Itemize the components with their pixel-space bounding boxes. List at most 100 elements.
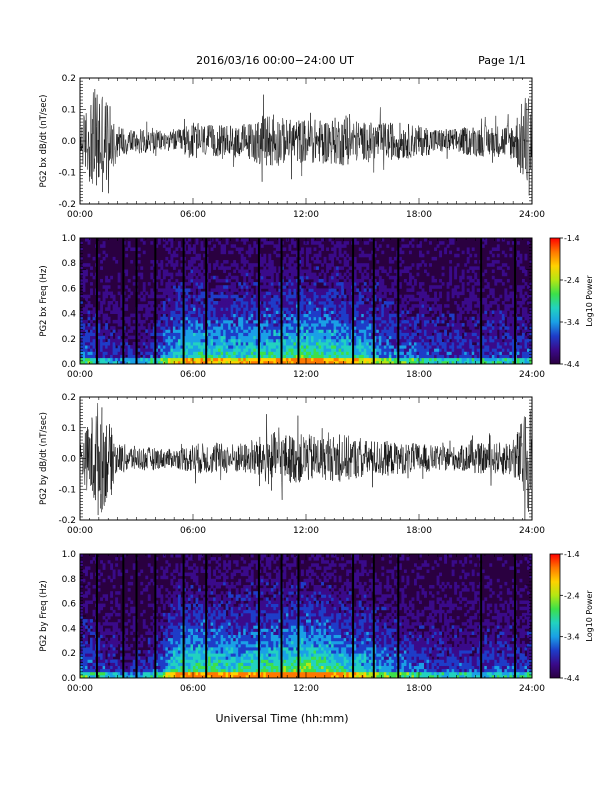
spectrogram-cell [107,357,111,362]
spectrogram-cell [288,351,292,355]
spectrogram-cell [193,351,196,355]
spectrogram-cell [336,323,340,327]
spectrogram-cell [466,335,470,340]
spectrogram-cell [408,360,412,365]
spectrogram-cell [499,360,503,365]
y-tick-label: 0.1 [62,106,76,116]
spectrogram-cell [356,323,360,327]
spectrogram-cell [371,354,375,359]
spectrogram-cell [155,348,159,352]
spectrogram-cell [85,332,88,337]
spectrogram-cell [107,348,111,352]
spectrogram-cell [175,354,179,359]
spectrogram-cell [290,304,294,308]
spectrogram-cell [268,263,272,267]
spectrogram-cell [386,316,390,321]
spectrogram-cell [175,316,179,321]
spectrogram-cell [213,288,216,292]
spectrogram-cell [358,278,362,283]
spectrogram-cell [273,357,277,362]
spectrogram-cell [313,316,317,321]
spectrogram-cell [308,338,312,343]
spectrogram-cell [253,294,257,299]
spectrogram-cell [155,244,159,248]
spectrogram-cell [308,316,312,321]
spectrogram-cell [474,332,478,337]
spectrogram-cell [152,345,156,349]
spectrogram-cell [193,278,196,283]
spectrogram-cell [318,288,322,292]
spectrogram-cell [449,272,453,277]
spectrogram-cell [215,313,219,318]
spectrogram-cell [311,282,314,286]
spectrogram-cell [411,323,415,327]
spectrogram-cell [358,329,362,333]
spectrogram-cell [190,354,194,359]
spectrogram-cell [223,319,227,324]
spectrogram-cell [449,278,453,283]
spectrogram-cell [323,282,327,286]
spectrogram-cell [160,307,164,311]
spectrogram-cell [466,247,470,251]
spectrogram-cell [165,332,169,337]
spectrogram-cell [270,338,274,343]
spectrogram-cell [285,354,289,359]
spectrogram-cell [361,272,365,277]
spectrogram-cell [413,354,417,359]
spectrogram-cell [150,313,154,318]
spectrogram-cell [97,357,101,362]
spectrogram-cell [130,351,134,355]
spectrogram-cell [162,326,166,330]
spectrogram-cell [501,341,505,346]
spectrogram-cell [321,335,324,340]
spectrogram-cell [145,291,149,296]
spectrogram-cell [391,288,395,292]
spectrogram-cell [456,354,460,359]
spectrogram-cell [193,250,196,255]
spectrogram-cell [268,285,272,289]
spectrogram-cell [501,269,505,274]
spectrogram-cell [223,316,227,321]
spectrogram-cell [476,282,480,286]
spectrogram-cell [112,360,116,365]
spectrogram-cell [321,323,324,327]
spectrogram-cell [336,326,340,330]
spectrogram-cell [529,360,533,365]
spectrogram-cell [233,326,237,330]
spectrogram-cell [198,332,201,337]
spectrogram-cell [208,335,211,340]
spectrogram-cell [278,341,282,346]
spectrogram-cell [311,319,314,324]
spectrogram-cell [326,307,329,311]
spectrogram-cell [117,323,121,327]
spectrogram-cell [459,351,463,355]
spectrogram-cell [190,310,194,314]
spectrogram-cell [278,266,282,270]
spectrogram-cell [120,323,124,327]
spectrogram-cell [175,278,179,283]
spectrogram-cell [107,278,111,283]
spectrogram-cell [198,345,201,349]
spectrogram-cell [526,351,530,355]
spectrogram-cell [318,351,322,355]
spectrogram-cell [368,313,372,318]
spectrogram-cell [293,301,297,305]
spectrogram-cell [338,360,342,365]
spectrogram-cell [366,241,370,245]
spectrogram-cell [283,304,287,308]
spectrogram-cell [203,354,206,359]
spectrogram-cell [167,301,171,305]
spectrogram-cell [85,263,88,267]
spectrogram-cell [464,338,468,343]
spectrogram-cell [436,332,440,337]
spectrogram-cell [200,313,204,318]
spectrogram-cell [494,341,498,346]
spectrogram-cell [504,348,508,352]
spectrogram-cell [235,354,239,359]
spectrogram-cell [471,269,475,274]
spectrogram-cell [373,354,377,359]
spectrogram-cell [408,351,412,355]
spectrogram-cell [293,354,297,359]
spectrogram-cell [240,341,244,346]
spectrogram-cell [112,329,116,333]
